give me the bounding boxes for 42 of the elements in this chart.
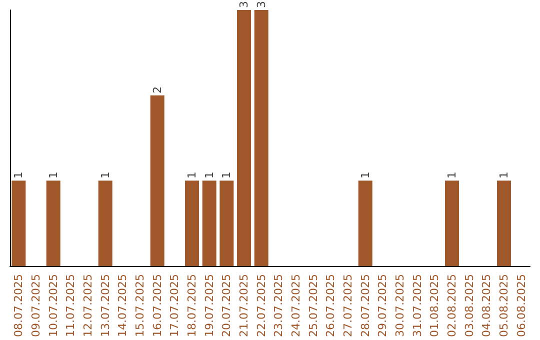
x-tick-label: 29.07.2025 bbox=[376, 274, 390, 338]
data-label: 3 bbox=[254, 1, 268, 8]
x-tick-label: 05.08.2025 bbox=[498, 274, 510, 338]
x-tick-label: 28.07.2025 bbox=[358, 274, 372, 338]
data-label: 3 bbox=[238, 1, 250, 8]
x-tick-label: 08.07.2025 bbox=[12, 274, 26, 338]
x-tick-label: 16.07.2025 bbox=[150, 274, 164, 338]
x-tick-label: 20.07.2025 bbox=[220, 274, 234, 338]
data-label: 1 bbox=[220, 172, 234, 179]
x-tick-label: 01.08.2025 bbox=[428, 274, 442, 338]
data-label: 1 bbox=[498, 172, 510, 179]
x-tick-label: 04.08.2025 bbox=[480, 274, 494, 338]
x-tick-label: 26.07.2025 bbox=[324, 274, 338, 338]
data-label: 1 bbox=[202, 172, 216, 179]
x-tick-label: 31.07.2025 bbox=[410, 274, 424, 338]
data-label: 2 bbox=[150, 86, 164, 94]
x-tick-label: 23.07.2025 bbox=[272, 274, 286, 338]
x-tick-label: 02.08.2025 bbox=[446, 274, 458, 338]
x-tick-label: 30.07.2025 bbox=[394, 274, 406, 338]
data-label: 1 bbox=[358, 172, 372, 179]
x-tick-label: 15.07.2025 bbox=[134, 274, 146, 338]
x-tick-label: 19.07.2025 bbox=[202, 274, 216, 338]
x-tick-label: 13.07.2025 bbox=[98, 274, 112, 338]
x-tick-label: 12.07.2025 bbox=[82, 274, 94, 338]
data-label: 1 bbox=[186, 172, 198, 179]
x-tick-label: 09.07.2025 bbox=[30, 274, 42, 338]
data-label: 1 bbox=[446, 172, 458, 179]
x-tick-label: 25.07.2025 bbox=[306, 274, 320, 338]
x-tick-label: 17.07.2025 bbox=[168, 274, 182, 338]
data-label: 1 bbox=[98, 172, 112, 179]
data-label: 1 bbox=[12, 172, 26, 179]
x-tick-label: 11.07.2025 bbox=[64, 274, 78, 338]
x-tick-label: 18.07.2025 bbox=[186, 274, 198, 338]
x-tick-label: 10.07.2025 bbox=[46, 274, 60, 338]
data-label: 1 bbox=[46, 172, 60, 179]
x-tick-label: 24.07.2025 bbox=[290, 274, 302, 338]
x-tick-label: 27.07.2025 bbox=[342, 274, 354, 338]
x-tick-label: 14.07.2025 bbox=[116, 274, 130, 338]
x-tick-label: 22.07.2025 bbox=[254, 274, 268, 338]
x-tick-label: 21.07.2025 bbox=[238, 274, 250, 338]
x-tick-label: 03.08.2025 bbox=[462, 274, 476, 338]
x-tick-label: 06.08.2025 bbox=[514, 274, 528, 338]
